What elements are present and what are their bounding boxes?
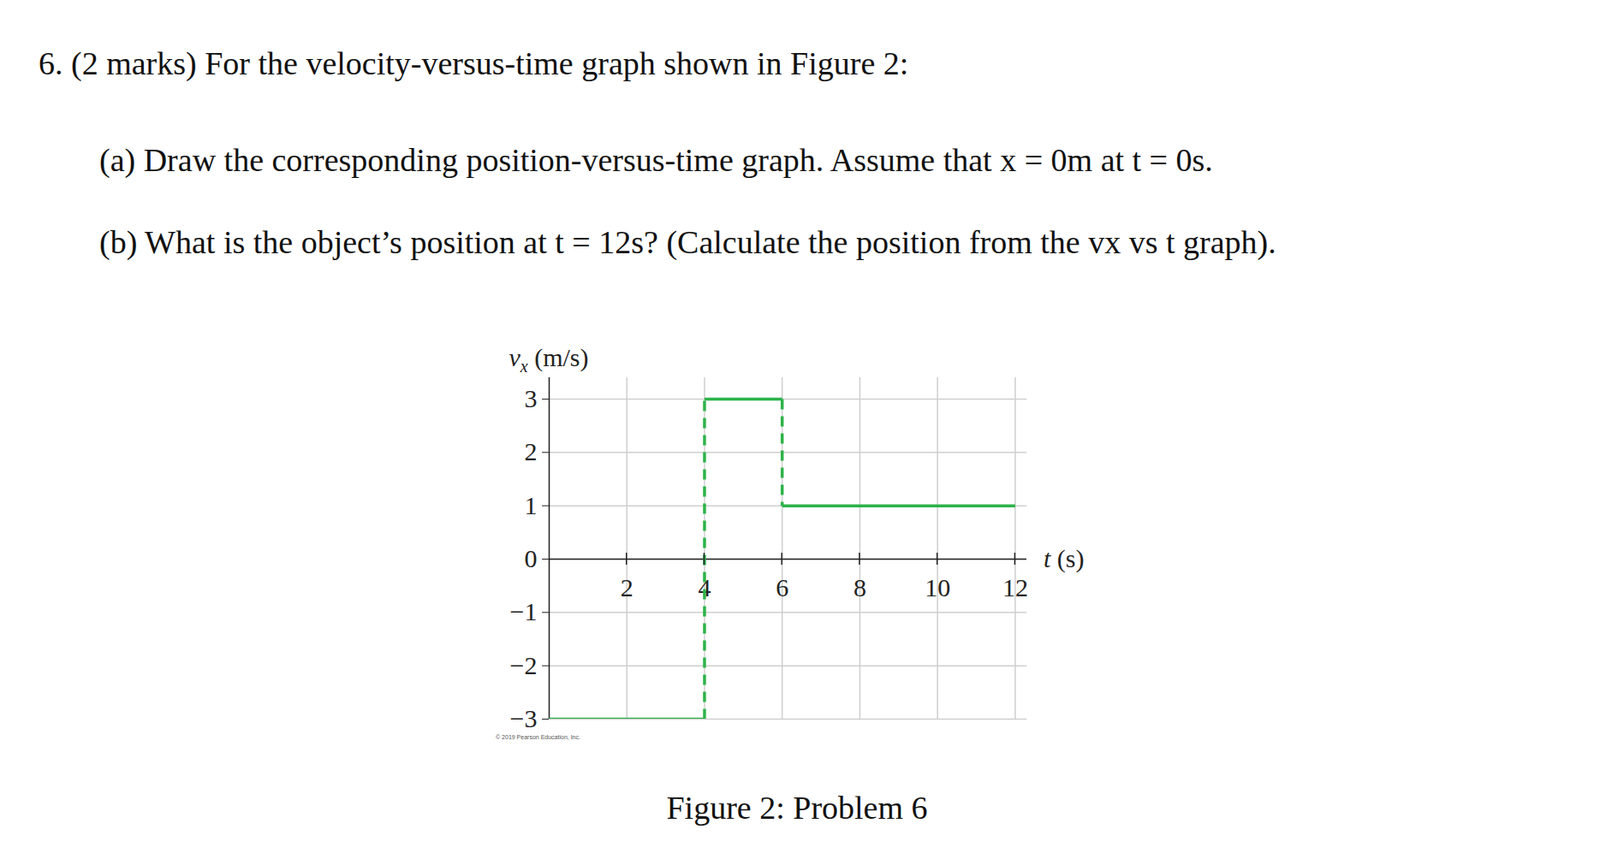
html-text:Figure 2: Problem 6: Figure 2: Problem 6 [666, 790, 928, 827]
svg-text:2: 2 [620, 573, 634, 602]
svg-text:1: 1 [524, 491, 538, 520]
svg-text:−3: −3 [510, 704, 538, 733]
svg-text:10: 10 [924, 573, 951, 602]
svg-text:4: 4 [698, 573, 711, 602]
svg-text:t (s): t (s) [1043, 544, 1085, 574]
svg-text:0: 0 [524, 544, 538, 573]
svg-text:3: 3 [524, 384, 538, 413]
html-text:© 2019 Pearson Education, Inc.: © 2019 Pearson Education, Inc. [495, 734, 581, 741]
html-text:6. (2 marks) For the velocity-: 6. (2 marks) For the velocity-versus-tim… [38, 45, 909, 82]
svg-text:8: 8 [853, 573, 867, 602]
svg-text:−1: −1 [510, 597, 538, 626]
svg-text:vx (m/s): vx (m/s) [508, 343, 589, 376]
svg-text:−2: −2 [510, 651, 538, 680]
svg-text:12: 12 [1002, 573, 1029, 602]
svg-text:2: 2 [524, 437, 538, 466]
html-text:(a) Draw the corresponding pos: (a) Draw the corresponding position-vers… [99, 142, 1213, 179]
html-text:(b) What is the object’s posit: (b) What is the object’s position at t =… [99, 224, 1277, 261]
svg-text:6: 6 [775, 573, 789, 602]
